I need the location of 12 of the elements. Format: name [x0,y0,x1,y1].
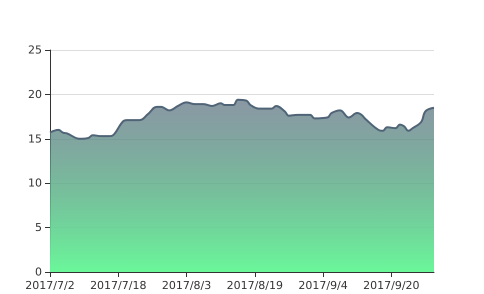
y-tick-label: 10 [28,176,42,190]
x-tick-label: 2017/7/18 [90,279,146,292]
x-tick-label: 2017/7/2 [25,279,75,292]
y-tick-label: 25 [28,44,42,56]
y-tick-label: 5 [35,221,42,234]
x-tick-label: 2017/8/19 [226,279,284,292]
y-tick-label: 0 [35,266,42,278]
x-tick-label: 2017/9/20 [363,279,420,292]
y-tick-label: 20 [28,88,42,101]
x-tick-label: 2017/9/4 [298,279,348,292]
y-tick-label: 15 [28,132,42,146]
x-tick-label: 2017/8/3 [162,279,212,292]
